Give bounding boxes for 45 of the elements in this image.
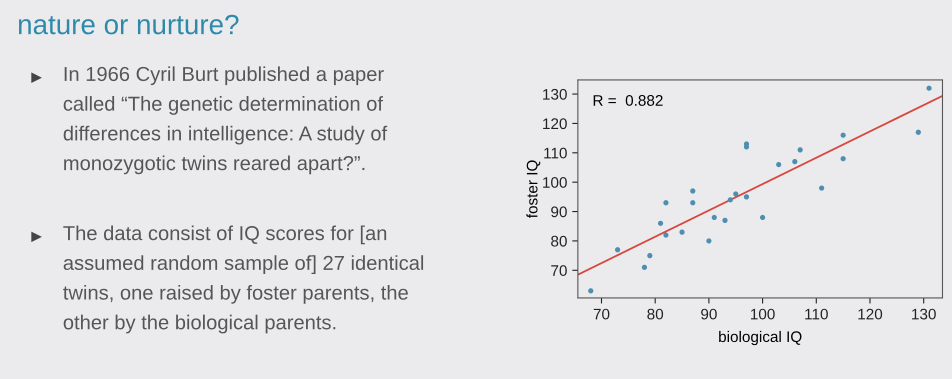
point (728, 197, 733, 202)
point (744, 194, 750, 200)
point (733, 191, 738, 197)
point (722, 218, 728, 223)
point (658, 220, 664, 226)
point (642, 264, 648, 270)
point (663, 200, 669, 206)
point (798, 147, 803, 152)
annotation: R = 0.882 (594, 95, 663, 106)
y-tick-label: 100 (543, 177, 567, 188)
point (706, 238, 712, 244)
point (647, 253, 652, 258)
point (712, 214, 717, 220)
x-axis-title: biological IQ (719, 330, 802, 346)
y-tick-label: 120 (543, 118, 567, 130)
x-tick-label: 100 (751, 308, 775, 320)
x-tick-label: 90 (701, 308, 717, 320)
point (760, 214, 766, 220)
point (679, 230, 685, 235)
x-tick-label: 70 (594, 308, 610, 320)
x-tick-label: 130 (912, 308, 936, 320)
y-tick-label: 110 (544, 148, 567, 158)
y-tick-label: 80 (551, 236, 567, 247)
y-axis-title: foster IQ (526, 160, 540, 218)
y-tick-label: 130 (543, 88, 567, 100)
text: The data consist of IQ scores for [an assumed random sample of] 27 identical twins, one raised by foster parents, the other by the biological parents. (63, 226, 424, 334)
point (615, 247, 620, 252)
point (690, 188, 696, 194)
y-tick-label: 90 (551, 206, 567, 218)
point (690, 200, 696, 206)
point (840, 132, 846, 138)
point (926, 86, 932, 91)
point (792, 159, 798, 164)
point (916, 130, 921, 135)
text: nature or nurture? (18, 14, 238, 34)
point (663, 232, 669, 238)
point (840, 156, 846, 162)
point (588, 288, 594, 294)
y-tick-label: 70 (551, 265, 567, 276)
x-tick-label: 120 (858, 308, 882, 320)
point (819, 185, 824, 191)
point (776, 162, 782, 168)
x-tick-label: 80 (647, 308, 664, 320)
x-tick-label: 110 (805, 308, 828, 320)
text: In 1966 Cyril Burt published a paper called “The genetic determination of differences in intelligence: A study of monozygotic twins reared apart?”. (64, 66, 388, 174)
